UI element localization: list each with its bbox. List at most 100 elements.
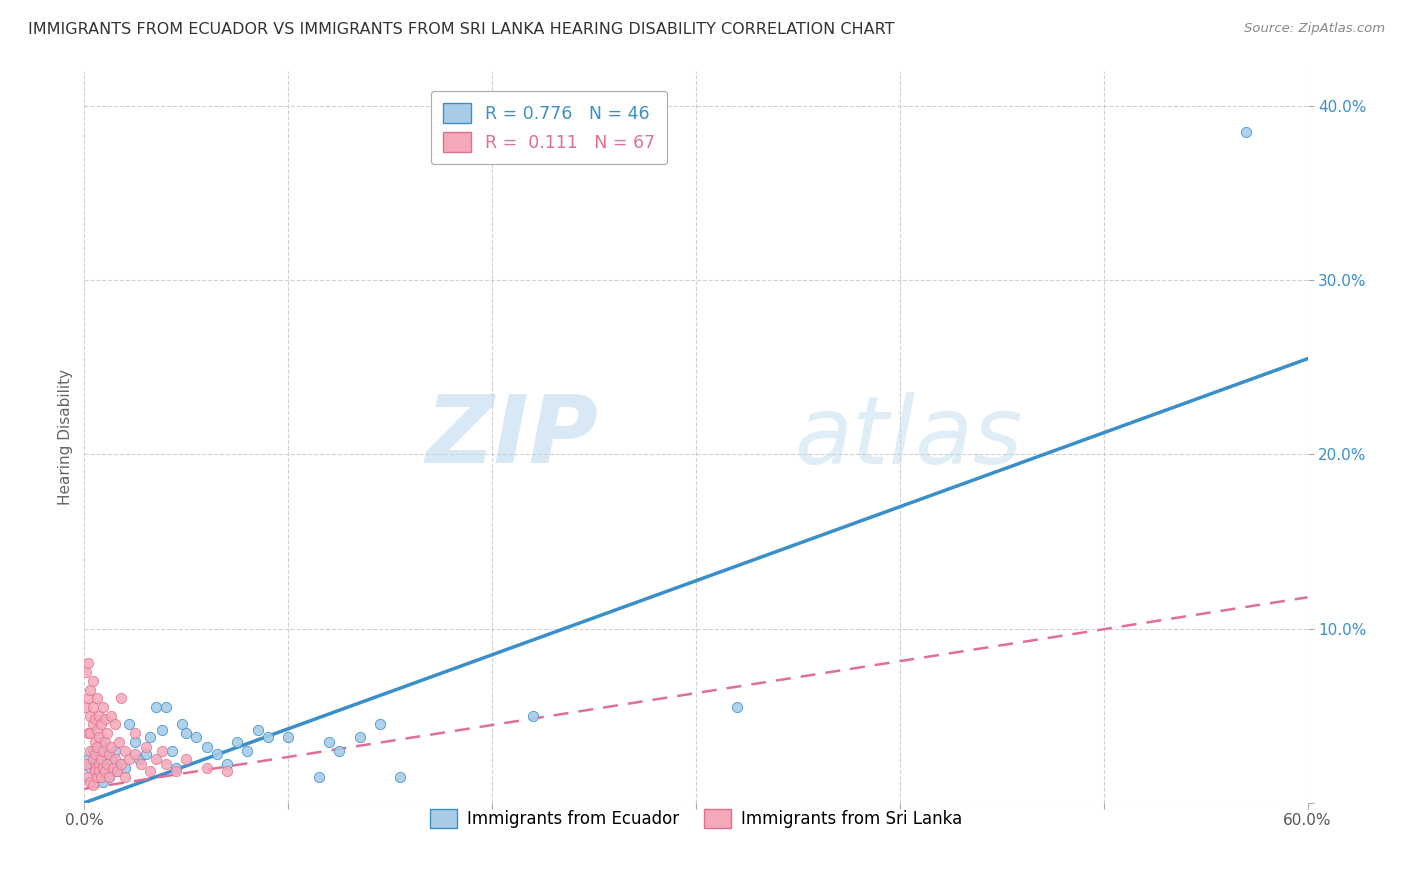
Point: [100, 740, 122, 755]
Point: [131, 757, 153, 772]
Point: [236, 743, 259, 757]
Point: [77, 752, 100, 766]
Point: [82, 717, 104, 731]
Point: [174, 726, 197, 740]
Text: Source: ZipAtlas.com: Source: ZipAtlas.com: [1244, 22, 1385, 36]
Point: [145, 752, 167, 766]
Point: [195, 740, 218, 755]
Point: [124, 735, 146, 749]
Point: [246, 723, 269, 737]
Point: [522, 708, 544, 723]
Point: [165, 761, 187, 775]
Point: [97, 747, 120, 761]
Point: [124, 747, 146, 761]
Point: [124, 726, 146, 740]
Point: [79, 775, 101, 789]
Point: [150, 723, 173, 737]
Point: [174, 752, 197, 766]
Y-axis label: Hearing Disability: Hearing Disability: [58, 369, 73, 505]
Point: [308, 770, 330, 784]
Point: [91, 743, 114, 757]
Point: [86, 770, 108, 784]
Point: [93, 747, 115, 761]
Point: [79, 761, 101, 775]
Point: [725, 700, 748, 714]
Point: [87, 764, 110, 779]
Point: [82, 700, 104, 714]
Point: [82, 752, 104, 766]
Point: [87, 757, 110, 772]
Point: [138, 730, 160, 744]
Point: [114, 743, 136, 757]
Point: [91, 761, 114, 775]
Point: [318, 735, 340, 749]
Point: [226, 735, 249, 749]
Point: [79, 726, 101, 740]
Point: [79, 682, 101, 697]
Point: [90, 752, 112, 766]
Point: [135, 740, 157, 755]
Point: [155, 700, 177, 714]
Text: atlas: atlas: [794, 392, 1022, 483]
Text: ZIP: ZIP: [425, 391, 598, 483]
Text: IMMIGRANTS FROM ECUADOR VS IMMIGRANTS FROM SRI LANKA HEARING DISABILITY CORRELAT: IMMIGRANTS FROM ECUADOR VS IMMIGRANTS FR…: [28, 22, 894, 37]
Point: [110, 757, 132, 772]
Point: [96, 761, 118, 775]
Point: [155, 757, 177, 772]
Point: [86, 770, 108, 784]
Point: [83, 757, 105, 772]
Point: [145, 700, 167, 714]
Point: [328, 743, 350, 757]
Point: [93, 735, 115, 749]
Point: [257, 730, 280, 744]
Point: [77, 726, 100, 740]
Point: [349, 730, 371, 744]
Point: [100, 708, 122, 723]
Point: [217, 764, 239, 779]
Point: [83, 712, 105, 726]
Point: [93, 764, 115, 779]
Point: [91, 700, 114, 714]
Point: [110, 757, 132, 772]
Point: [87, 708, 110, 723]
Point: [83, 735, 105, 749]
Point: [118, 717, 141, 731]
Point: [172, 717, 194, 731]
Point: [104, 743, 127, 757]
Point: [138, 764, 160, 779]
Point: [93, 712, 115, 726]
Point: [79, 743, 101, 757]
Point: [83, 761, 105, 775]
Point: [114, 770, 136, 784]
Point: [83, 747, 105, 761]
Point: [82, 778, 104, 792]
Point: [108, 735, 131, 749]
Point: [186, 730, 208, 744]
Point: [90, 770, 112, 784]
Point: [104, 717, 127, 731]
Point: [83, 764, 105, 779]
Point: [77, 691, 100, 706]
Point: [100, 752, 122, 766]
Point: [105, 764, 128, 779]
Point: [217, 757, 239, 772]
Point: [128, 752, 150, 766]
Point: [150, 743, 173, 757]
Point: [160, 743, 183, 757]
Point: [82, 743, 104, 757]
Point: [86, 740, 108, 755]
Point: [1236, 125, 1258, 139]
Point: [97, 770, 120, 784]
Point: [118, 752, 141, 766]
Point: [75, 700, 97, 714]
Point: [389, 770, 412, 784]
Point: [110, 691, 132, 706]
Point: [75, 665, 97, 680]
Point: [91, 775, 114, 789]
Point: [105, 764, 128, 779]
Point: [96, 726, 118, 740]
Point: [368, 717, 391, 731]
Point: [90, 735, 112, 749]
Point: [87, 764, 110, 779]
Point: [90, 717, 112, 731]
